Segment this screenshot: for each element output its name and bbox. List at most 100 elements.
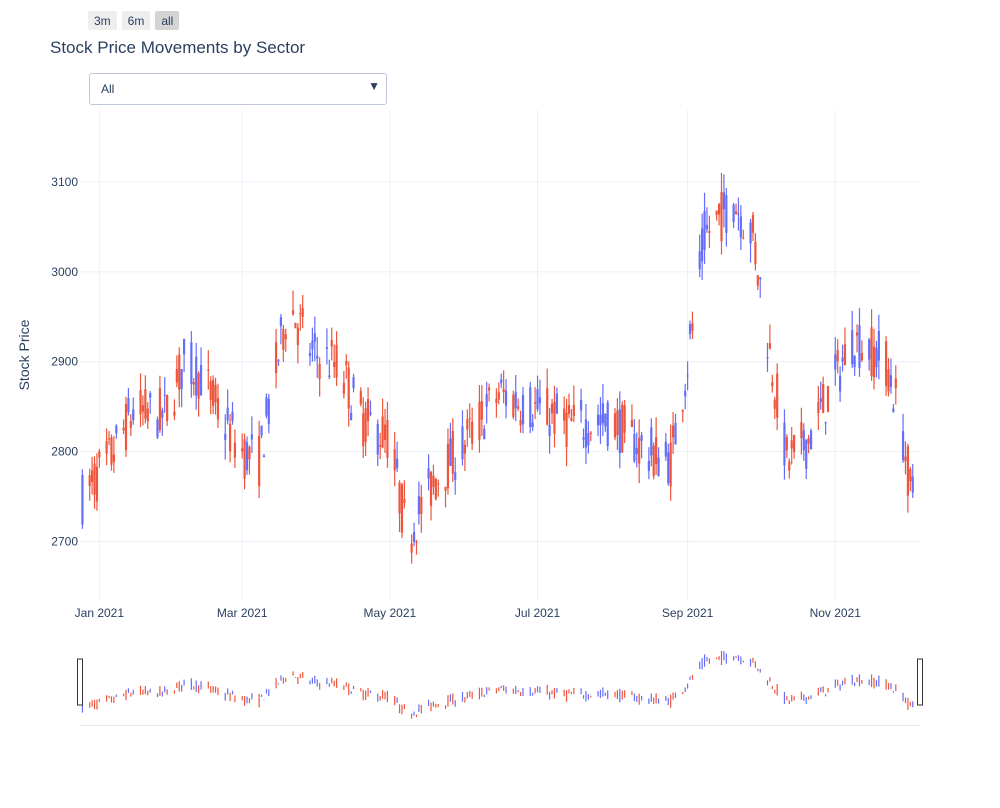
range-selector: 3m 6m all	[88, 11, 180, 30]
candle-body	[538, 397, 542, 404]
candle-body	[468, 418, 471, 420]
candle-body	[584, 419, 588, 448]
candle-body	[633, 434, 636, 462]
candle-body	[112, 454, 115, 462]
candle-body	[366, 398, 370, 421]
range-button-6m[interactable]: 6m	[121, 11, 151, 30]
candle-body	[601, 403, 604, 424]
candle-body	[212, 379, 215, 407]
candle-body	[228, 423, 232, 452]
candle-body	[889, 375, 893, 387]
candle-body	[720, 191, 723, 242]
candle-body	[282, 329, 285, 350]
candle-body	[318, 364, 321, 380]
candle-body	[805, 439, 808, 469]
range-slider-right-handle[interactable]	[917, 658, 923, 706]
candle-body	[243, 439, 246, 479]
candle-body	[563, 408, 566, 421]
candle-body	[258, 435, 261, 487]
candle-body	[853, 355, 856, 368]
candle-body	[166, 394, 169, 422]
range-slider-left-handle[interactable]	[77, 658, 83, 706]
candle-body	[839, 375, 842, 392]
candle-body	[129, 421, 132, 428]
candle-body	[325, 347, 329, 349]
candle-body	[231, 411, 234, 422]
candle-body	[756, 275, 759, 286]
candle-body	[517, 406, 520, 409]
candle-body	[274, 342, 278, 374]
candle-body	[570, 417, 573, 422]
candle-body	[420, 497, 423, 514]
candle-body	[178, 354, 181, 390]
candle-body	[788, 461, 791, 471]
candle-body	[301, 308, 304, 317]
candle-body	[463, 444, 466, 454]
candle-body	[618, 409, 621, 454]
candle-body	[267, 398, 270, 425]
candle-body	[776, 373, 779, 418]
candle-body	[739, 216, 742, 238]
range-slider[interactable]	[77, 650, 923, 726]
candle-body	[461, 426, 464, 460]
candle-body	[313, 333, 316, 342]
candle-body	[478, 401, 481, 440]
range-button-3m[interactable]: 3m	[88, 11, 117, 30]
candle-body	[163, 394, 166, 396]
grid-lines	[80, 110, 920, 600]
candle-body	[531, 422, 534, 428]
y-axis-title: Stock Price	[16, 319, 32, 390]
candle-body	[480, 400, 483, 420]
candle-body	[596, 414, 600, 426]
candle-body	[894, 378, 897, 389]
candle-body	[122, 427, 125, 431]
candle-body	[333, 361, 336, 367]
candle-body	[379, 445, 382, 447]
candle-body	[197, 373, 200, 399]
candle-body	[403, 499, 406, 503]
candle-body	[785, 436, 788, 451]
candle-body	[734, 211, 738, 215]
candle-body	[589, 432, 592, 434]
candle-body	[173, 411, 176, 416]
candle-body	[347, 367, 350, 409]
x-tick-label: Mar 2021	[217, 606, 268, 620]
candle-body	[655, 437, 658, 465]
candle-body	[834, 354, 837, 370]
y-axis: 2700 2800 2900 3000 3100	[51, 175, 78, 549]
candle-body	[717, 203, 721, 215]
sector-dropdown[interactable]: All ▼	[89, 73, 387, 105]
candle-body	[793, 434, 796, 452]
candle-body	[681, 410, 684, 413]
candle-body	[773, 399, 776, 409]
candle-body	[822, 384, 825, 413]
candle-body	[514, 392, 517, 409]
candle-body	[567, 404, 571, 414]
dropdown-arrow-icon: ▼	[368, 79, 380, 93]
y-tick-label: 2900	[51, 355, 78, 369]
candle-body	[437, 483, 440, 485]
y-tick-label: 2800	[51, 445, 78, 459]
candle-body	[149, 393, 152, 398]
candle-body	[553, 401, 556, 434]
candle-body	[807, 437, 810, 444]
candle-body	[638, 437, 641, 464]
candle-body	[548, 424, 551, 436]
candle-body	[277, 360, 280, 362]
candle-body	[802, 430, 805, 451]
candle-body	[175, 368, 178, 383]
candle-body	[316, 355, 319, 359]
candle-body	[817, 401, 820, 414]
candle-body	[158, 388, 161, 431]
candle-body	[105, 441, 108, 454]
candle-body	[383, 424, 387, 440]
candle-body	[250, 434, 253, 440]
candle-body	[519, 419, 522, 426]
candle-body	[429, 472, 433, 507]
candle-body	[156, 419, 159, 438]
candle-body	[396, 458, 399, 469]
candle-body	[471, 421, 474, 444]
sector-dropdown-value: All	[101, 82, 115, 96]
range-button-all[interactable]: all	[155, 11, 180, 30]
